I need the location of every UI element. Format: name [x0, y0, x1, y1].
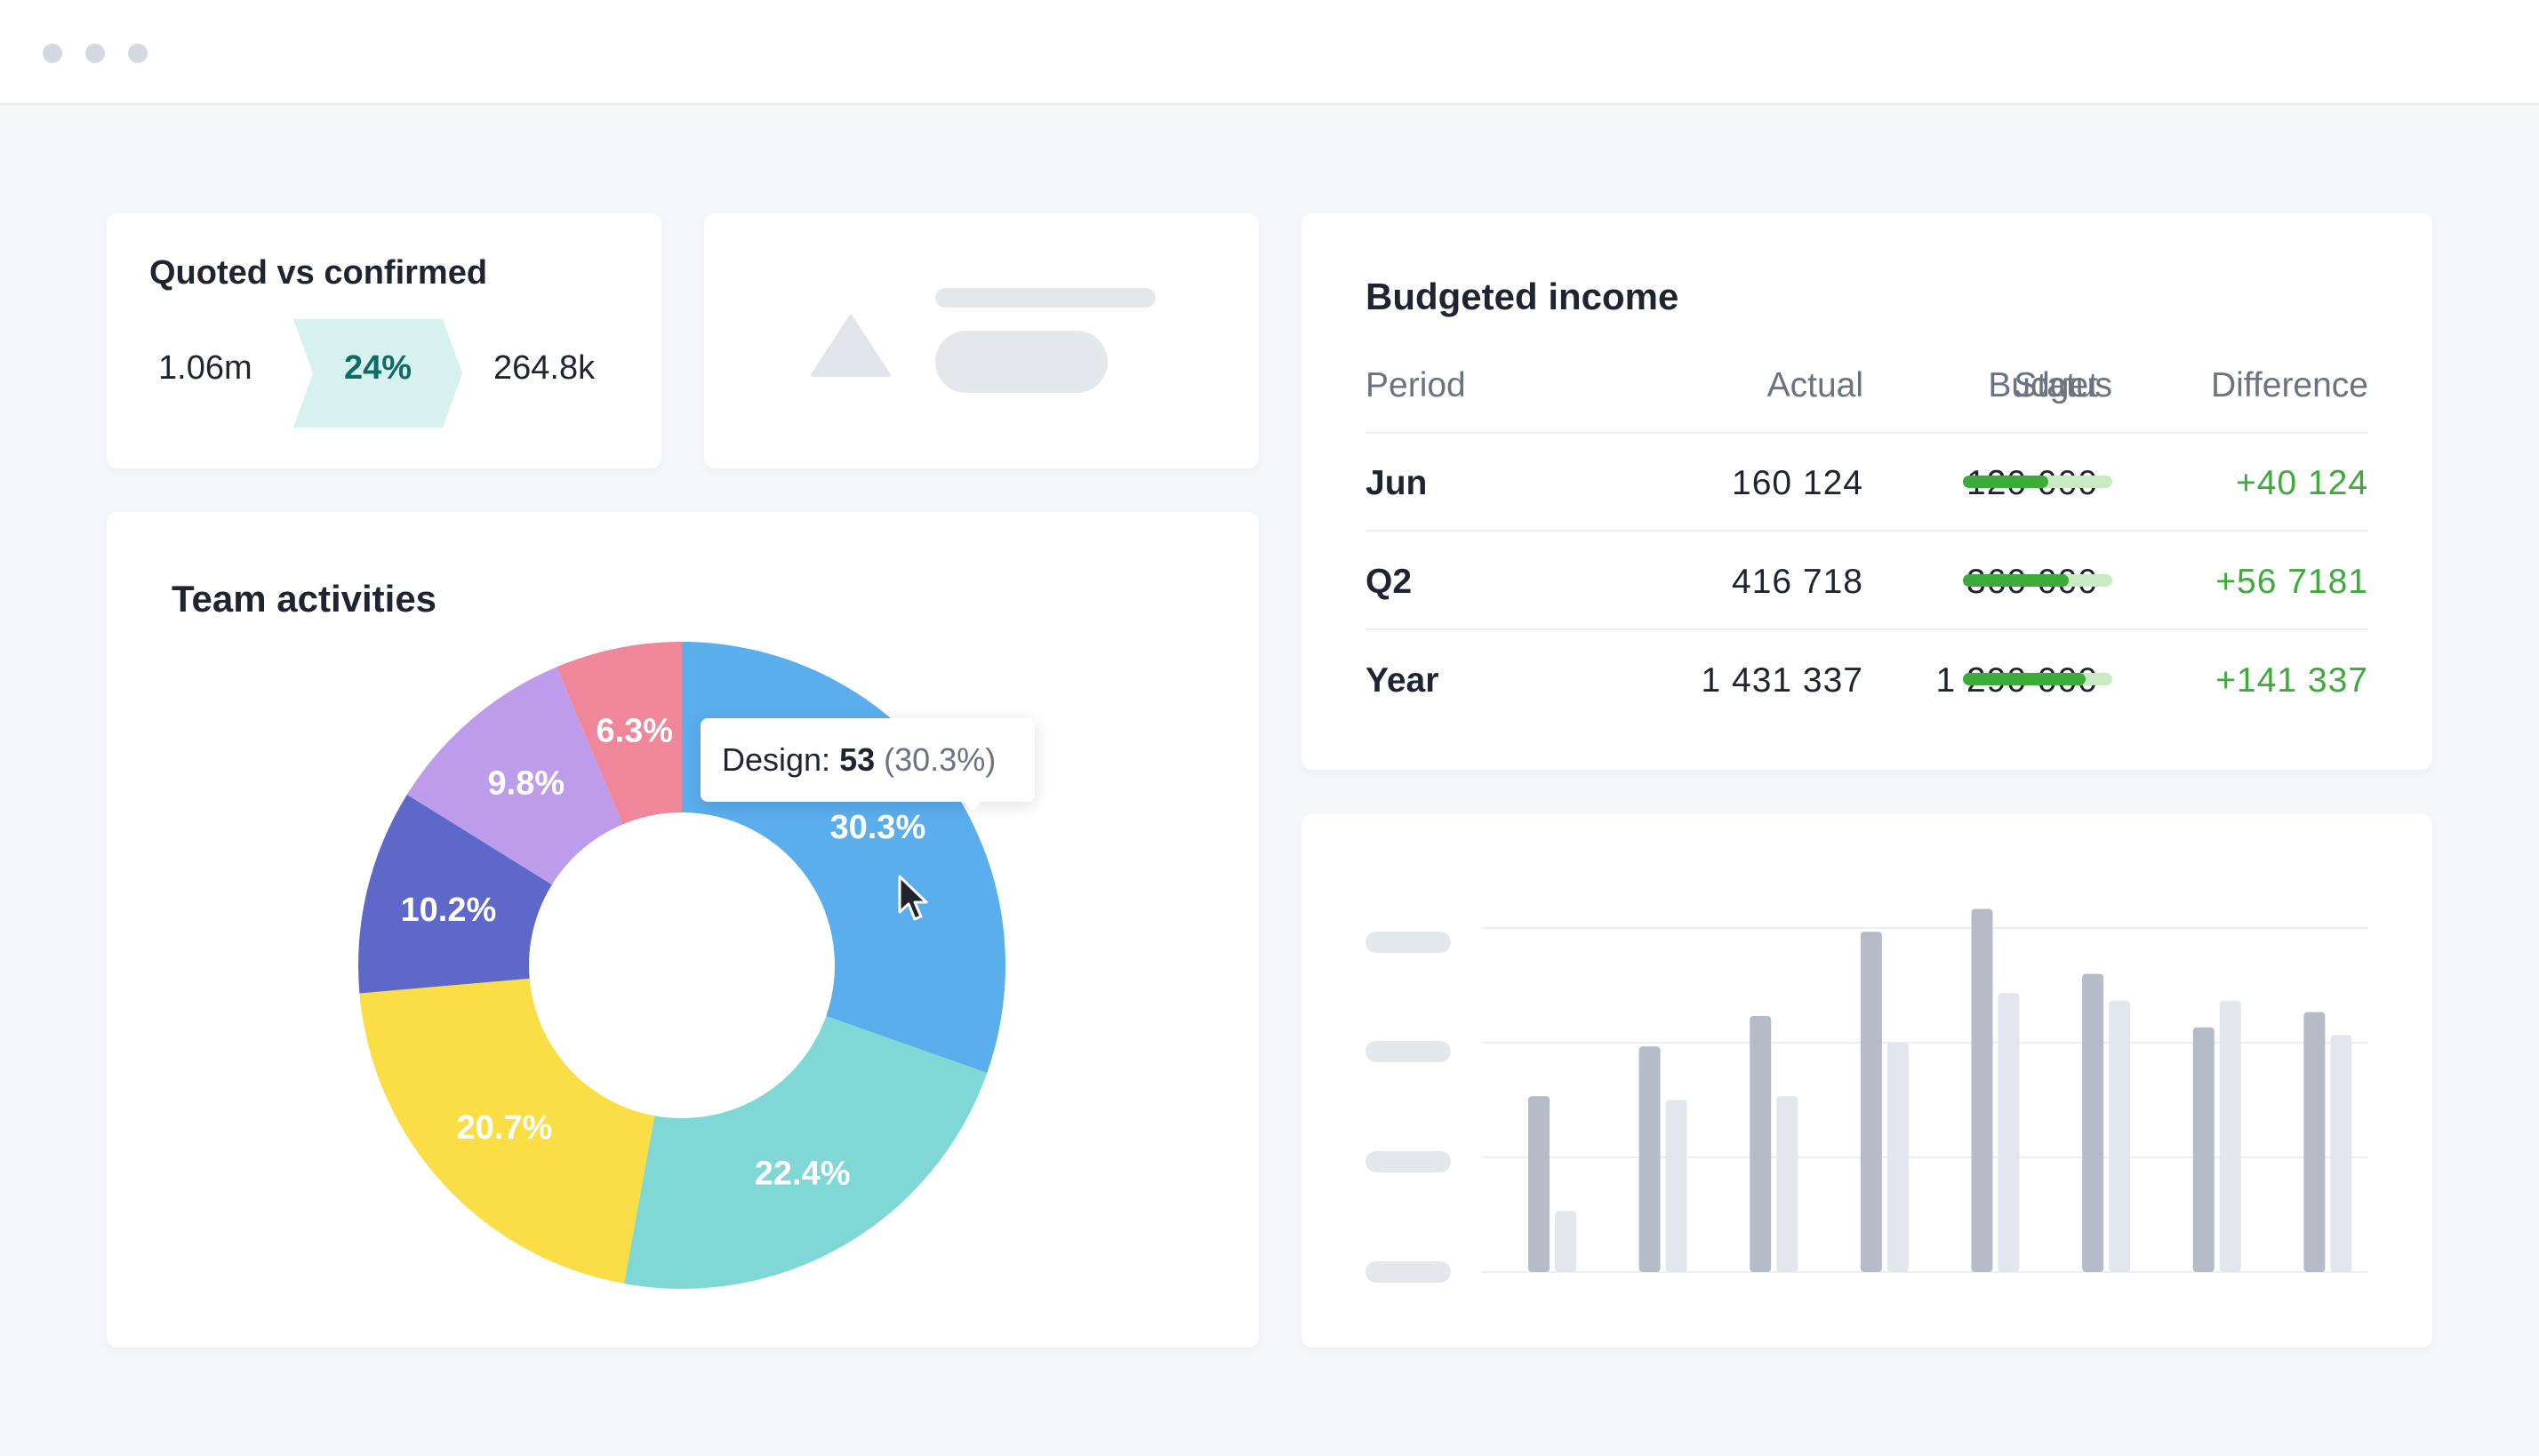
bar[interactable]: [1971, 908, 1993, 1273]
tooltip-label: Design:: [722, 741, 831, 778]
placeholder-card: [704, 213, 1259, 468]
row-difference: +56 7181: [2215, 563, 2368, 601]
donut-slice[interactable]: [557, 642, 682, 825]
card-title: Budgeted income: [1366, 276, 1679, 317]
row-period: Q2: [1366, 563, 1413, 601]
row-status-bar: [1963, 574, 2112, 587]
bar[interactable]: [1528, 1096, 1550, 1272]
ratio-value: 24%: [343, 349, 412, 387]
column-header-difference[interactable]: Difference: [2210, 366, 2368, 404]
slice-label: 30.3%: [829, 809, 925, 846]
column-header-actual[interactable]: Actual: [1766, 366, 1863, 404]
mouse-cursor-icon: [898, 875, 928, 921]
table-divider: [1366, 432, 2368, 434]
bar[interactable]: [1776, 1096, 1798, 1272]
slice-label: 6.3%: [596, 712, 673, 749]
row-difference: +141 337: [2215, 661, 2368, 700]
bar-chart[interactable]: [1302, 813, 2432, 1348]
donut-slice[interactable]: [406, 667, 623, 885]
row-difference: +40 124: [2235, 464, 2368, 502]
budgeted-income-card: Budgeted income Period Actual Budget Sta…: [1302, 213, 2432, 770]
column-header-budget[interactable]: Budget: [1988, 366, 2098, 404]
window-control-dot[interactable]: [43, 44, 62, 63]
y-axis-label-skeleton: [1366, 1041, 1451, 1062]
bar[interactable]: [2303, 1012, 2326, 1272]
donut-slice[interactable]: [623, 1016, 988, 1289]
slice-label: 20.7%: [457, 1109, 553, 1147]
skeleton-pill: [935, 331, 1108, 393]
card-title: Team activities: [172, 578, 437, 620]
triangle-placeholder-icon: [811, 315, 891, 377]
table-divider: [1366, 530, 2368, 532]
column-header-period[interactable]: Period: [1366, 366, 1466, 404]
bar[interactable]: [1750, 1015, 1772, 1272]
ratio-chevron-icon: [293, 319, 462, 428]
row-status-bar: [1963, 673, 2112, 685]
bar[interactable]: [1638, 1046, 1661, 1272]
bar[interactable]: [2109, 1000, 2131, 1272]
y-axis-label-skeleton: [1366, 1261, 1451, 1283]
skeleton-line: [935, 288, 1156, 308]
y-axis-label-skeleton: [1366, 932, 1451, 953]
status-bar-fill: [1963, 476, 2048, 488]
tooltip-value: 53: [839, 741, 876, 778]
bar[interactable]: [1886, 1043, 1909, 1272]
window-control-dot[interactable]: [85, 44, 105, 63]
tooltip-arrow: [962, 800, 983, 811]
column-header-status[interactable]: Status: [2014, 366, 2112, 404]
row-actual: 1 431 337: [1701, 661, 1863, 700]
table-divider: [1366, 628, 2368, 630]
donut-slice[interactable]: [682, 642, 1005, 1073]
slice-label: 9.8%: [488, 765, 565, 803]
bar-chart-card: [1302, 813, 2432, 1348]
status-bar-fill: [1963, 673, 2086, 685]
quoted-value: 1.06m: [158, 349, 252, 387]
bar[interactable]: [2330, 1035, 2352, 1272]
bar[interactable]: [1998, 993, 2020, 1272]
window-titlebar: [0, 0, 2539, 105]
slice-label: 10.2%: [401, 892, 497, 929]
row-actual: 416 718: [1732, 563, 1863, 601]
tooltip-percent: (30.3%): [884, 741, 997, 778]
donut-slice[interactable]: [359, 978, 655, 1284]
status-bar-fill: [1963, 574, 2070, 587]
row-status-bar: [1963, 476, 2112, 488]
bar[interactable]: [1555, 1211, 1576, 1272]
bar[interactable]: [2192, 1027, 2215, 1272]
donut-chart[interactable]: 30.3% 22.4% 20.7% 10.2% 9.8% 6.3%: [107, 512, 1259, 1348]
window-control-dot[interactable]: [128, 44, 148, 63]
chart-tooltip: Design: 53 (30.3%): [701, 718, 1035, 802]
bar[interactable]: [2082, 973, 2104, 1272]
quoted-vs-confirmed-card: Quoted vs confirmed 1.06m 24% 264.8k: [107, 213, 661, 468]
team-activities-card: Team activities 30.3% 22.4% 20.7% 10.2% 9.8%…: [107, 512, 1259, 1348]
slice-label: 22.4%: [755, 1155, 851, 1192]
y-axis-label-skeleton: [1366, 1151, 1451, 1172]
card-title: Quoted vs confirmed: [149, 254, 488, 292]
bar[interactable]: [2219, 1000, 2241, 1272]
confirmed-value: 264.8k: [493, 349, 596, 387]
bar[interactable]: [1665, 1100, 1687, 1273]
row-period: Jun: [1366, 464, 1428, 502]
bar[interactable]: [1860, 932, 1882, 1272]
row-period: Year: [1366, 661, 1439, 700]
row-actual: 160 124: [1732, 464, 1863, 502]
donut-slice[interactable]: [358, 794, 552, 994]
